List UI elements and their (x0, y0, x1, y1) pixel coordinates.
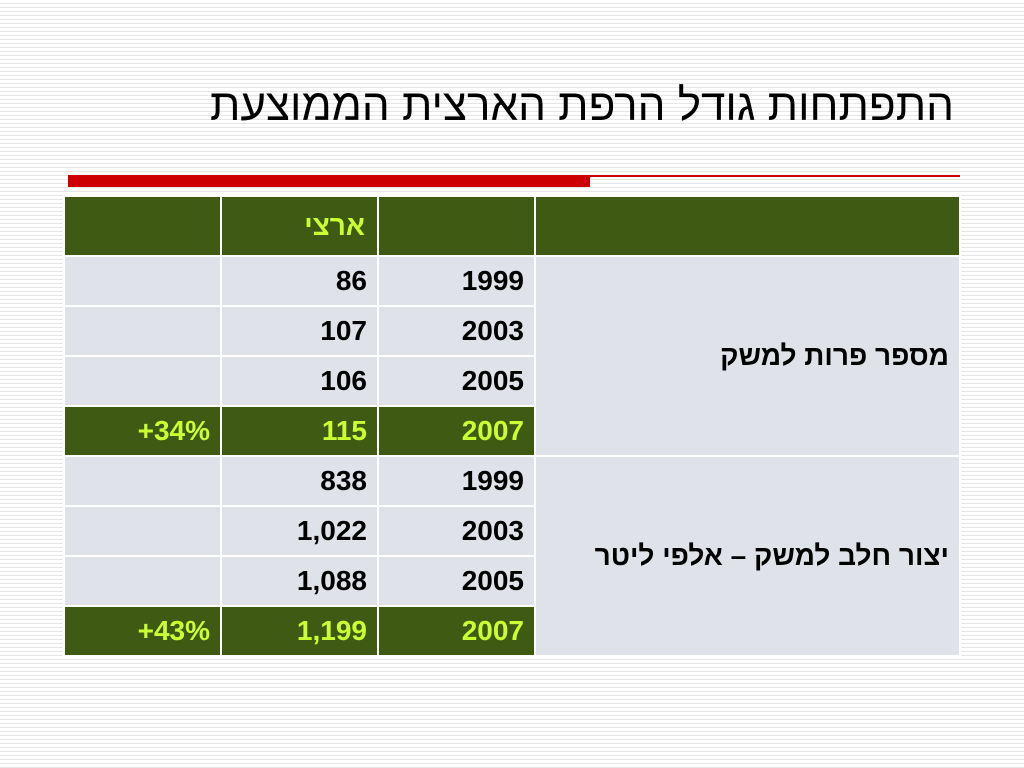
year-cell: 2007 (377, 405, 536, 457)
national-cell: 106 (220, 355, 379, 407)
change-cell (63, 505, 222, 557)
table-row-highlight: +34% 115 2007 (63, 405, 960, 457)
year-cell: 2003 (377, 505, 536, 557)
national-cell: 107 (220, 305, 379, 357)
national-cell: 115 (220, 405, 379, 457)
metric-label-cows: מספר פרות למשק (534, 255, 961, 457)
national-cell: 1,199 (220, 605, 379, 657)
header-cell-change (63, 195, 222, 257)
metric-label-milk: יצור חלב למשק – אלפי ליטר (534, 455, 961, 657)
table-row: 1,022 2003 (63, 505, 960, 557)
header-cell-metric (534, 195, 961, 257)
header-cell-year (377, 195, 536, 257)
title-underline-thick (68, 175, 590, 187)
data-table: ארצי 86 1999 מספר פרות למשק 107 2003 106… (63, 195, 961, 657)
year-cell: 2007 (377, 605, 536, 657)
table-row: 106 2005 (63, 355, 960, 407)
table-row: 107 2003 (63, 305, 960, 357)
change-cell (63, 305, 222, 357)
table-row: 838 1999 יצור חלב למשק – אלפי ליטר (63, 455, 961, 657)
year-cell: 2005 (377, 355, 536, 407)
header-cell-national: ארצי (220, 195, 379, 257)
table-row-highlight: +43% 1,199 2007 (63, 605, 960, 657)
year-cell: 2005 (377, 555, 536, 607)
national-cell: 838 (220, 455, 379, 507)
year-cell: 1999 (377, 255, 536, 307)
change-cell: +43% (63, 605, 222, 657)
title-underline-thin (590, 175, 960, 177)
change-cell: +34% (63, 405, 222, 457)
national-cell: 86 (220, 255, 379, 307)
national-cell: 1,022 (220, 505, 379, 557)
change-cell (63, 455, 222, 507)
year-cell: 1999 (377, 455, 536, 507)
national-cell: 1,088 (220, 555, 379, 607)
slide-title: התפתחות גודל הרפת הארצית הממוצעת (210, 81, 954, 130)
table-header-row: ארצי (63, 195, 961, 257)
change-cell (63, 355, 222, 407)
change-cell (63, 255, 222, 307)
year-cell: 2003 (377, 305, 536, 357)
table-row: 1,088 2005 (63, 555, 960, 607)
change-cell (63, 555, 222, 607)
table-row: 86 1999 מספר פרות למשק (63, 255, 961, 457)
